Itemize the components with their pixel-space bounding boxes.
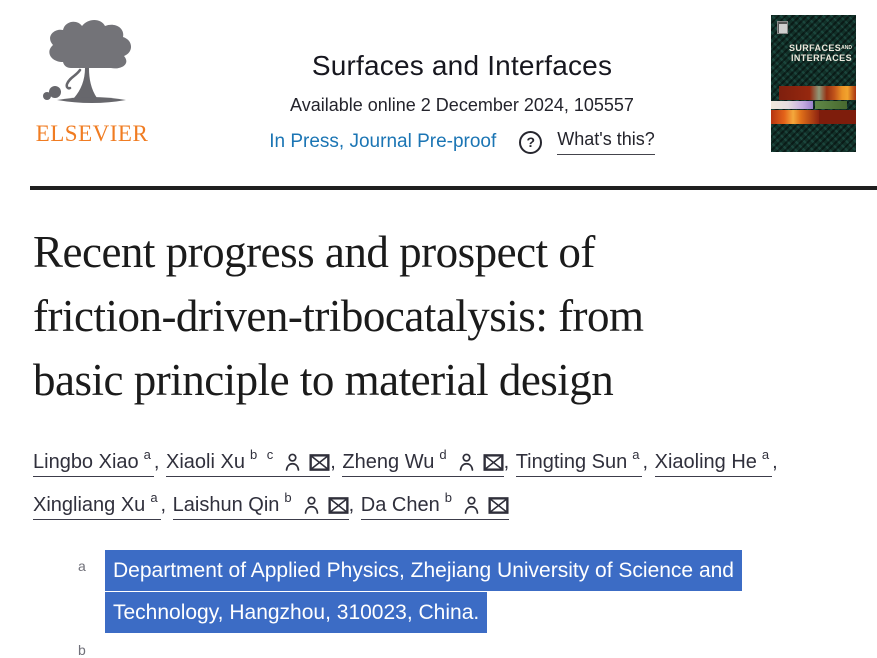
author-link[interactable]: Xingliang Xu a <box>33 491 161 520</box>
email-icon[interactable] <box>488 497 509 514</box>
cover-band <box>779 86 856 100</box>
person-icon[interactable] <box>458 452 475 471</box>
author-link[interactable]: Tingting Sun a <box>515 448 643 477</box>
affiliation-row: a Department of Applied Physics, Zhejiang… <box>0 550 877 634</box>
author-link[interactable]: Lingbo Xiao a <box>33 448 154 477</box>
author-separator: , <box>348 494 360 516</box>
header-center: Surfaces and Interfaces Available online… <box>168 50 756 155</box>
availability-date: Available online 2 December 2024, 105557 <box>290 95 634 115</box>
author-affiliation-sup: b <box>284 490 295 505</box>
author-name: Laishun Qin <box>172 494 280 516</box>
status-row: In Press, Journal Pre-proof ? What's thi… <box>168 129 756 155</box>
author-separator: , <box>772 451 778 473</box>
author-name: Xingliang Xu <box>33 494 146 516</box>
author-separator: , <box>153 451 166 473</box>
header-divider <box>30 186 877 190</box>
author-name: Xiaoling He <box>654 451 757 473</box>
author-name: Da Chen <box>360 494 440 516</box>
affiliation-text-content: Department of Applied Physics, Zhejiang … <box>105 550 742 633</box>
article-title-line: Recent progress and prospect of <box>33 227 595 277</box>
author-link[interactable]: Xiaoling He a <box>654 448 773 477</box>
author-link[interactable]: Xiaoli Xu b c <box>166 448 331 477</box>
journal-title-link[interactable]: Surfaces and Interfaces <box>311 50 613 81</box>
affiliation-list: a Department of Applied Physics, Zhejiang… <box>0 550 877 658</box>
author-affiliation-sup: b c <box>249 447 277 462</box>
author-separator: , <box>503 451 515 473</box>
author-link[interactable]: Laishun Qin b <box>172 491 349 520</box>
cover-journal-title: SURFACESAND INTERFACES <box>788 43 852 63</box>
cover-band <box>771 110 819 124</box>
article-title-line: basic principle to material design <box>33 355 614 405</box>
person-icon[interactable] <box>284 452 301 471</box>
author-affiliation-sup: b <box>444 490 455 505</box>
email-icon[interactable] <box>483 454 504 471</box>
article-title: Recent progress and prospect of friction… <box>33 220 861 412</box>
author-affiliation-sup: d <box>439 447 450 462</box>
email-icon[interactable] <box>328 497 349 514</box>
journal-cover-thumbnail[interactable]: SURFACESAND INTERFACES <box>771 15 856 152</box>
affiliation-label: a <box>78 558 86 574</box>
author-separator: , <box>160 494 172 516</box>
author-separator: , <box>330 451 342 473</box>
author-name: Tingting Sun <box>515 451 628 473</box>
author-separator: , <box>642 451 654 473</box>
article-title-line: friction-driven-tribocatalysis: from <box>33 291 644 341</box>
email-icon[interactable] <box>309 454 330 471</box>
elsevier-logo[interactable]: ELSEVIER <box>26 18 158 147</box>
in-press-link[interactable]: In Press, Journal Pre-proof <box>269 131 497 152</box>
person-icon[interactable] <box>463 495 480 514</box>
author-affiliation-sup: a <box>143 447 154 462</box>
affiliation-text: Department of Applied Physics, Zhejiang … <box>105 550 831 634</box>
question-mark-icon[interactable]: ? <box>519 130 543 154</box>
cover-elsevier-mark <box>777 21 788 34</box>
author-affiliation-sup: a <box>150 490 161 505</box>
question-mark-glyph: ? <box>526 134 536 150</box>
author-affiliation-sup: a <box>632 447 643 462</box>
cover-band <box>819 110 856 124</box>
person-icon[interactable] <box>303 495 320 514</box>
cover-band <box>771 101 813 109</box>
cover-band <box>815 101 847 109</box>
author-name: Lingbo Xiao <box>33 451 139 473</box>
author-link[interactable]: Da Chen b <box>360 491 509 520</box>
elsevier-wordmark: ELSEVIER <box>35 121 149 146</box>
author-name: Zheng Wu <box>342 451 435 473</box>
author-link[interactable]: Zheng Wu d <box>342 448 504 477</box>
author-name: Xiaoli Xu <box>166 451 245 473</box>
author-list: Lingbo Xiao a, Xiaoli Xu b c , Zheng Wu d ,… <box>33 441 795 527</box>
whats-this-link[interactable]: What's this? <box>557 129 655 155</box>
elsevier-tree-icon <box>43 20 132 103</box>
author-affiliation-sup: a <box>761 447 773 462</box>
